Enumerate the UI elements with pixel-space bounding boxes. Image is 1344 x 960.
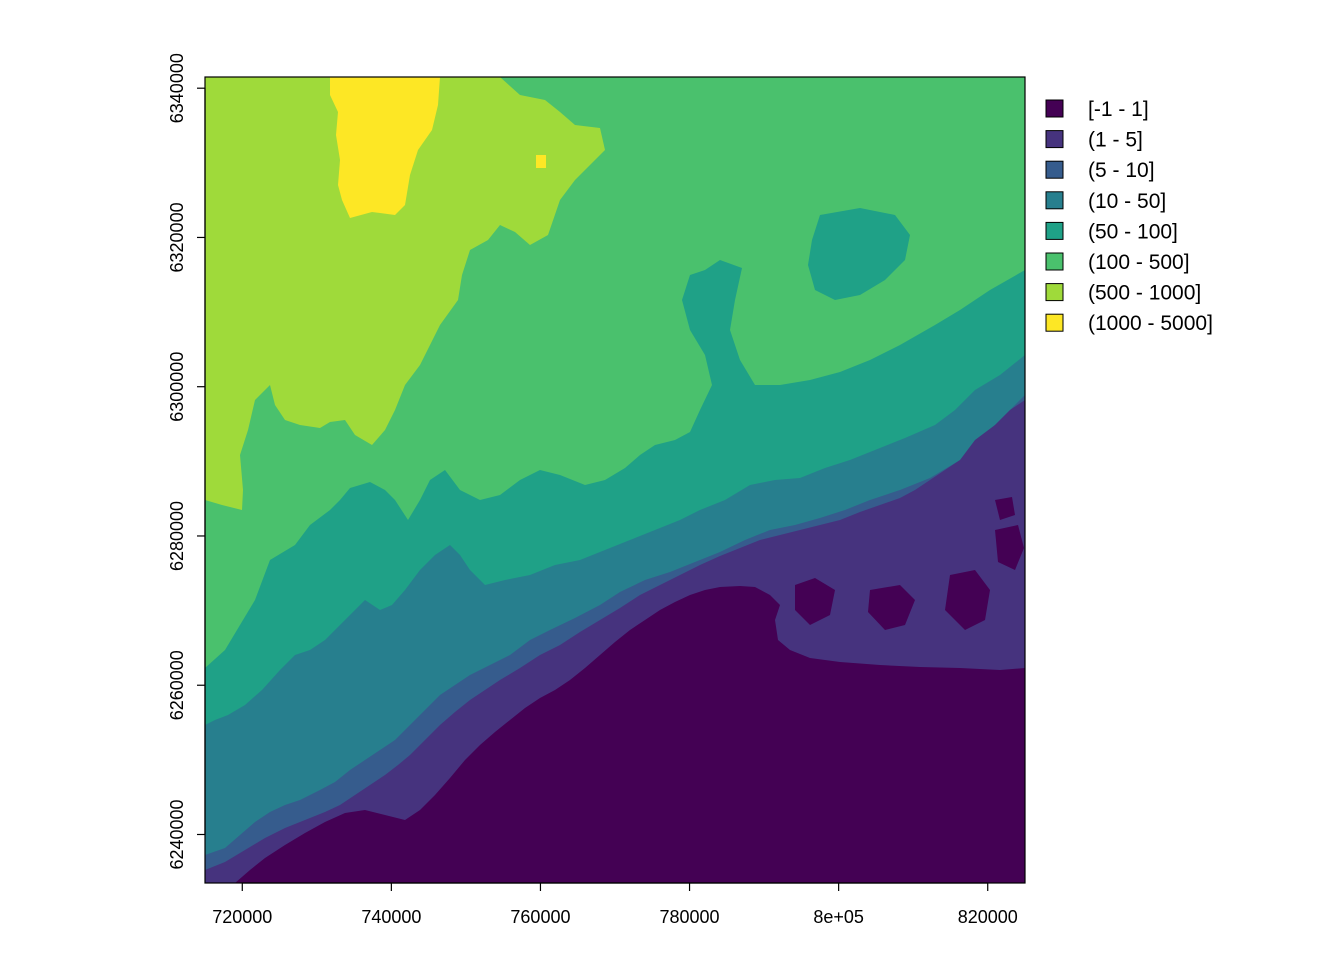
x-tick-label: 780000 (660, 907, 720, 927)
legend-label: (1000 - 5000] (1088, 312, 1213, 335)
class-1000-5000-spot (536, 155, 546, 168)
class-500-1000-region (205, 77, 605, 510)
class-minus1-1-patch (995, 525, 1024, 570)
x-tick-label: 720000 (212, 907, 272, 927)
x-tick-label: 820000 (958, 907, 1018, 927)
legend-swatch (1045, 160, 1064, 179)
class-minus1-1-patch (795, 578, 835, 625)
y-tick-label: 6300000 (167, 352, 187, 422)
y-tick-label: 6320000 (167, 202, 187, 272)
class-1000-5000-region (330, 77, 440, 218)
class-minus1-1-patch (945, 570, 990, 630)
elevation-raster (205, 77, 1025, 883)
legend-label: (100 - 500] (1088, 251, 1190, 274)
legend-swatch (1045, 130, 1064, 149)
y-tick-label: 6280000 (167, 501, 187, 571)
class-minus1-1-patch (868, 585, 915, 630)
x-tick-label: 760000 (510, 907, 570, 927)
class-minus1-1-patch (995, 497, 1015, 520)
legend-label: (500 - 1000] (1088, 282, 1201, 305)
legend-swatch (1045, 99, 1064, 118)
legend-label: (5 - 10] (1088, 159, 1155, 182)
legend-swatch (1045, 313, 1064, 332)
x-axis: 720000 740000 760000 780000 8e+05 820000 (212, 882, 1018, 927)
legend-swatch (1045, 252, 1064, 271)
y-tick-label: 6340000 (167, 53, 187, 123)
y-tick-label: 6260000 (167, 650, 187, 720)
legend: [-1 - 1] (1 - 5] (5 - 10] (10 - 50] (50 - 10… (1045, 98, 1213, 335)
y-axis: 6240000 6260000 6280000 6300000 6320000 63400… (167, 53, 206, 870)
class-50-100-basin (808, 208, 910, 300)
legend-label: (50 - 100] (1088, 220, 1178, 243)
legend-label: (1 - 5] (1088, 129, 1143, 152)
class-minus1-1-region (235, 586, 1025, 883)
legend-label: (10 - 50] (1088, 190, 1166, 213)
x-tick-label: 740000 (361, 907, 421, 927)
x-tick-label: 8e+05 (813, 907, 864, 927)
legend-swatch (1045, 191, 1064, 210)
legend-swatch (1045, 283, 1064, 302)
legend-swatch (1045, 221, 1064, 240)
legend-label: [-1 - 1] (1088, 98, 1149, 121)
y-tick-label: 6240000 (167, 799, 187, 869)
